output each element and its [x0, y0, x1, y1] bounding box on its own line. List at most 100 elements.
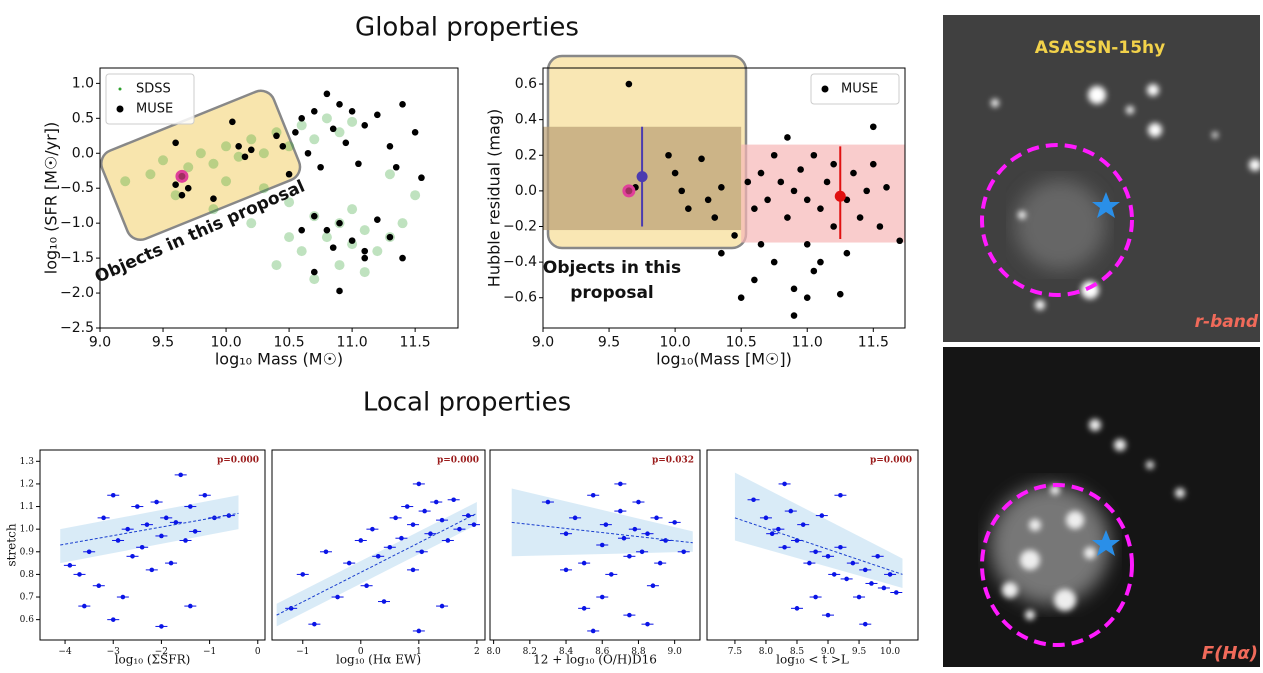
point — [246, 134, 256, 144]
point — [145, 522, 150, 527]
point — [636, 500, 641, 505]
point — [751, 277, 758, 284]
point — [804, 196, 811, 203]
point — [888, 572, 893, 577]
point — [289, 606, 294, 611]
y-tick-label: 1.0 — [20, 525, 35, 535]
point — [221, 176, 231, 186]
point — [830, 223, 837, 230]
point — [393, 516, 398, 521]
point — [188, 504, 193, 509]
point — [259, 148, 269, 158]
point — [248, 146, 255, 153]
y-tick-label: −2.5 — [60, 320, 94, 336]
point — [298, 227, 305, 234]
point — [96, 583, 101, 588]
point — [600, 543, 605, 548]
point — [626, 81, 633, 88]
x-tick-label: 7.5 — [728, 647, 743, 657]
point — [82, 604, 87, 609]
point — [826, 613, 831, 618]
point — [101, 516, 106, 521]
point — [361, 122, 368, 129]
y-tick-label: 0.2 — [515, 147, 537, 163]
point — [685, 205, 692, 212]
point — [360, 267, 370, 277]
point — [149, 568, 154, 573]
x-tick-label: 9.5 — [598, 334, 620, 350]
page: Global properties Local properties ASASS… — [0, 0, 1263, 673]
point — [87, 549, 92, 554]
point — [564, 568, 569, 573]
y-tick-label: 0.6 — [515, 76, 537, 92]
point — [399, 101, 406, 108]
point — [791, 286, 798, 293]
x-axis-label: log₁₀ (Hα EW) — [336, 653, 421, 667]
point — [178, 473, 183, 478]
annotation: proposal — [570, 283, 654, 303]
point — [645, 622, 650, 627]
point — [770, 531, 775, 536]
point — [751, 205, 758, 212]
x-tick-label: 11.5 — [858, 334, 889, 350]
y-tick-label: 0.0 — [72, 145, 94, 161]
point — [434, 500, 439, 505]
point — [600, 595, 605, 600]
y-tick-label: 0.0 — [515, 183, 537, 199]
point — [820, 513, 825, 518]
point — [387, 234, 394, 241]
point — [322, 232, 332, 242]
point — [399, 255, 406, 262]
section-title: Global properties — [355, 13, 579, 43]
point — [758, 241, 765, 248]
point — [312, 622, 317, 627]
point — [210, 195, 217, 202]
point — [193, 529, 198, 534]
point — [618, 509, 623, 514]
point — [751, 497, 756, 502]
figure: Global properties Local properties ASASS… — [0, 0, 1263, 669]
point — [179, 192, 186, 199]
point — [838, 545, 843, 550]
x-tick-label: 8.0 — [759, 647, 774, 657]
point — [370, 527, 375, 532]
point — [658, 561, 663, 566]
x-tick-label: 10.0 — [660, 334, 691, 350]
point — [159, 624, 164, 629]
point — [609, 572, 614, 577]
plot-area — [512, 482, 693, 634]
point-core — [625, 187, 632, 194]
p-value: p=0.000 — [437, 456, 479, 466]
point — [335, 595, 340, 600]
x-tick-label: −4 — [58, 647, 72, 657]
legend-label: MUSE — [841, 82, 878, 97]
point — [410, 190, 420, 200]
y-tick-label: 0.4 — [515, 112, 537, 128]
section-title: Local properties — [363, 388, 571, 418]
point — [788, 509, 793, 514]
image-halpha: F(Hα) — [943, 347, 1260, 667]
point — [782, 545, 787, 550]
y-tick-label: −0.2 — [503, 218, 537, 234]
point — [116, 538, 121, 543]
point — [347, 117, 357, 127]
point — [870, 123, 877, 130]
point — [838, 493, 843, 498]
point — [764, 196, 771, 203]
point — [582, 606, 587, 611]
point — [801, 522, 806, 527]
x-axis-label: log₁₀(Mass [M☉]) — [656, 350, 792, 369]
point — [336, 288, 343, 295]
point — [869, 581, 874, 586]
point — [300, 572, 305, 577]
x-tick-label: 9.5 — [152, 334, 174, 350]
point — [472, 522, 477, 527]
y-tick-label: 1.3 — [20, 457, 35, 467]
point — [440, 518, 445, 523]
point — [417, 482, 422, 487]
y-tick-label: 0.9 — [20, 547, 35, 557]
point — [111, 617, 116, 622]
point — [311, 213, 318, 220]
point — [419, 549, 424, 554]
p-value: p=0.000 — [217, 456, 259, 466]
